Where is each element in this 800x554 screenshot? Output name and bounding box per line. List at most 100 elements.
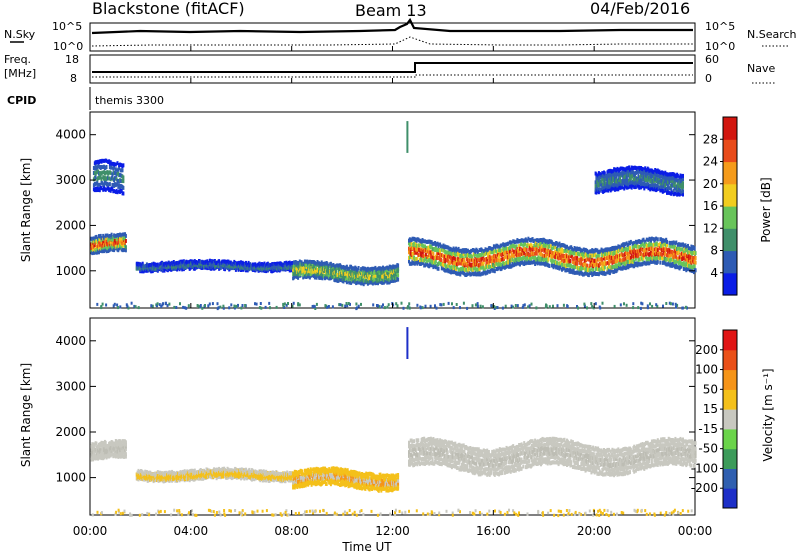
echo-cell [655,236,658,241]
power-ylabel: Slant Range [km] [19,158,33,262]
ground-scatter-cell [311,305,314,308]
echo-cell [659,241,662,246]
ground-scatter-cell [96,302,99,306]
echo-cell [684,248,687,253]
echo-cell [97,164,100,169]
echo-cell [123,247,126,252]
ground-scatter-cell [196,304,199,307]
echo-cell [604,256,607,261]
echo-cell [471,254,474,259]
echo-cell [643,253,646,258]
echo-cell [444,262,447,267]
echo-cell [623,247,626,252]
echo-cell [486,260,489,265]
echo-cell [591,262,594,266]
echo-cell [665,237,668,242]
echo-cell [362,282,365,287]
ground-scatter-cell [341,303,344,307]
echo-cell [650,174,652,179]
echo-cell [560,251,563,256]
echo-cell [122,179,125,184]
echo-cell [100,165,103,169]
echo-cell [489,269,492,273]
nsearch-tick-low: 10^0 [705,40,735,53]
echo-cell [597,176,600,181]
freq-line [92,62,693,73]
echo-cell [99,448,102,453]
ground-scatter-cell [669,302,672,306]
echo-cell [682,192,684,197]
echo-cell [426,248,429,253]
echo-cell [488,250,491,255]
echo-cell [624,170,627,175]
ground-scatter-cell [275,305,278,309]
ground-scatter-cell [552,304,554,308]
echo-cell [90,246,93,250]
echo-cell [110,165,113,170]
echo-cell [397,277,400,282]
echo-cell [431,249,434,254]
echo-cell [685,245,688,249]
echo-cell [305,263,308,267]
echo-cell [684,251,687,256]
echo-cell [440,244,442,249]
nave-tick-low: 0 [705,72,712,85]
echo-cell [554,249,557,254]
echo-cell [466,261,468,266]
nsearch-tick-high: 10^5 [705,20,735,33]
ground-scatter-cell [566,304,569,308]
ground-scatter-cell [168,302,171,306]
echo-cell [371,273,374,278]
echo-cell [646,175,649,180]
echo-cell [474,252,477,257]
echo-cell [672,188,675,193]
echo-cell [569,267,572,272]
echo-cell [672,257,675,262]
echo-cell [90,248,93,253]
echo-cell [572,268,575,273]
echo-cell [283,261,286,266]
echo-cell [442,263,445,268]
echo-cell [664,251,667,256]
power-colorbar-label: Power [dB] [759,177,773,242]
echo-cell [511,248,514,253]
ground-scatter-cell [402,306,405,310]
echo-cell [694,268,697,273]
ground-scatter-cell [244,304,247,307]
echo-cell [449,251,452,256]
echo-cell [550,244,553,249]
ground-scatter-cell [156,302,159,306]
echo-cell [538,248,541,253]
velocity-echoes [90,327,697,518]
echo-cell [619,177,621,182]
echo-cell [615,174,618,179]
ground-scatter-cell [199,305,202,309]
echo-cell [534,238,537,243]
echo-cell [627,185,630,190]
echo-cell [533,259,536,264]
echo-cell [422,254,425,258]
echo-cell [98,188,101,193]
echo-cell [388,280,391,285]
ground-scatter-cell [150,304,153,308]
echo-cell [502,259,505,264]
echo-cell [105,165,108,169]
nsky-tick-low: 10^0 [53,40,83,53]
echo-cell [603,171,606,176]
echo-cell [642,182,645,186]
echo-cell [454,248,457,253]
echo-cell [633,264,636,269]
echo-cell [96,180,99,185]
echo-cell [656,237,659,242]
echo-cell [684,257,687,262]
echo-cell [646,178,649,183]
ground-scatter-cell [237,303,239,307]
echo-cell [682,177,684,181]
echo-cell [682,173,684,178]
echo-cell [124,233,127,238]
echo-cell [566,268,568,272]
ground-scatter-cell [151,304,154,308]
ground-scatter-cell [599,306,602,310]
ground-scatter-cell [292,301,295,305]
echo-cell [454,257,457,262]
